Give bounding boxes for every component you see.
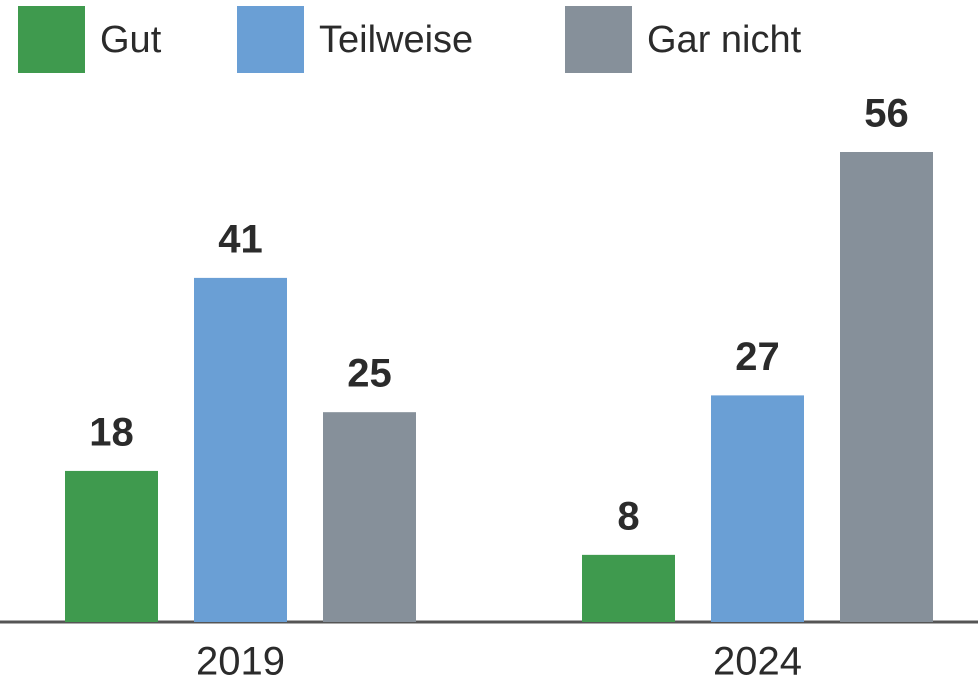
- value-label: 27: [735, 335, 780, 379]
- value-label: 8: [617, 494, 639, 538]
- value-label: 56: [864, 92, 909, 136]
- value-label: 41: [218, 217, 263, 261]
- value-label: 18: [89, 410, 134, 454]
- legend-swatch: [237, 6, 304, 73]
- bar: [65, 470, 158, 622]
- legend-label: Gut: [100, 19, 162, 61]
- bar: [194, 277, 287, 622]
- legend-label: Teilweise: [319, 19, 473, 61]
- bar: [711, 395, 804, 622]
- legend-swatch: [565, 6, 632, 73]
- x-tick-label: 2024: [713, 640, 802, 684]
- x-tick-label: 2019: [196, 640, 285, 684]
- value-label: 25: [347, 352, 392, 396]
- bar: [582, 554, 675, 622]
- bar: [840, 152, 933, 622]
- bar: [323, 412, 416, 622]
- legend-swatch: [18, 6, 85, 73]
- legend-label: Gar nicht: [647, 19, 802, 61]
